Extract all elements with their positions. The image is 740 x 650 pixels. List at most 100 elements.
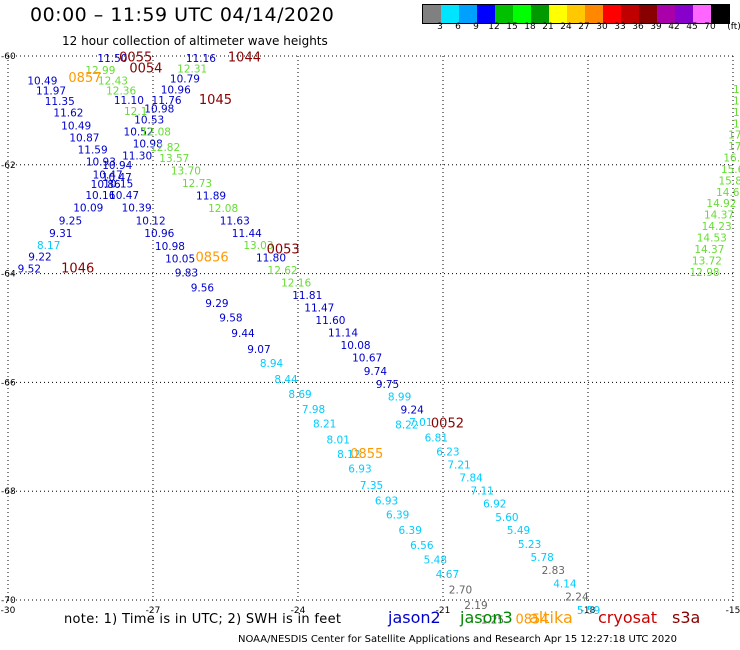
color-swatch [549,5,567,23]
longitude-tick-label: -18 [581,606,596,616]
longitude-tick-label: -30 [1,606,16,616]
page-title: 00:00 – 11:59 UTC 04/14/2020 [30,4,335,26]
pass-time-label: 0855 [350,447,383,462]
wave-height-label: 11.30 [122,150,152,162]
latitude-tick-label: -64 [1,270,16,280]
wave-height-label: 11.80 [256,253,286,265]
color-swatch [621,5,639,23]
color-scale-label: 15 [506,22,518,32]
wave-height-label: 6.81 [425,433,448,445]
wave-height-label: 11.62 [53,107,83,119]
color-scale-label: 6 [455,22,461,32]
wave-height-label: 8.94 [260,358,284,370]
wave-height-label: 12.1 [124,106,147,118]
color-scale-label: 18 [524,22,536,32]
wave-height-label: 6.93 [348,464,371,476]
pass-time-label: 1044 [228,50,261,65]
wave-height-label: 10.09 [73,203,103,215]
wave-height-label: 9.58 [219,312,242,324]
wave-height-label: 10.98 [144,104,174,116]
color-scale-label: 30 [596,22,608,32]
wave-height-label: 5.59 [577,605,600,617]
wave-height-label: 18. [733,118,740,130]
wave-height-label: 6.56 [410,540,434,552]
latitude-tick-label: -66 [1,378,16,388]
wave-height-label: 10.08 [341,340,371,352]
wave-height-label: 13.70 [171,166,201,178]
wave-height-label: 11.14 [328,328,358,340]
wave-height-label: 10.96 [161,85,191,97]
wave-height-label: 10.52 [124,126,154,138]
wave-height-label: 9.83 [175,267,198,279]
wave-height-label: 11.60 [315,315,345,327]
wave-height-label: 11.63 [220,216,250,228]
wave-height-label: 12.73 [182,178,212,190]
wave-height-label: 10.86 [91,179,121,191]
longitude-tick-label: -27 [146,606,161,616]
wave-height-label: 8.69 [288,389,311,401]
color-swatch [423,5,441,23]
wave-height-label: 12.31 [177,63,207,75]
wave-height-label: 9.24 [400,404,424,416]
wave-height-label: 6.92 [483,499,506,511]
wave-height-label: 14.92 [706,198,736,210]
wave-height-label: 12.16 [281,278,311,290]
wave-height-label: 11.76 [152,95,182,107]
wave-height-label: 8.12 [337,449,360,461]
wave-height-label: 8.99 [388,391,411,403]
wave-height-label: 10.15 [103,179,133,191]
satellite-label-s3a: s3a [672,608,701,627]
longitude-tick-label: -15 [726,606,740,616]
wave-height-label: 9.74 [364,366,388,378]
color-scale-label: (ft) [727,22,740,32]
wave-height-label: 11.44 [232,228,262,240]
wave-height-label: 1.25 [481,614,504,626]
color-swatch [603,5,621,23]
color-scale-label: 39 [650,22,662,32]
wave-height-label: 2.70 [449,584,472,596]
wave-height-label: 2.19 [464,600,487,612]
satellite-label-altika: altika [529,608,573,627]
latitude-tick-label: -70 [1,596,16,606]
wave-height-label: 7.98 [302,404,325,416]
color-swatch [675,5,693,23]
wave-height-label: 8.44 [274,374,298,386]
wave-height-label: 9.29 [205,298,228,310]
color-swatch [693,5,711,23]
pass-time-label: 0857 [68,71,101,86]
wave-height-label: 6.93 [375,495,398,507]
footer-credit: NOAA/NESDIS Center for Satellite Applica… [238,634,677,645]
wave-height-label: 14.53 [697,233,727,245]
wave-height-label: 9.25 [59,216,82,228]
wave-height-label: 9.56 [191,283,215,295]
color-swatch [585,5,603,23]
wave-height-label: 5.23 [518,539,541,551]
wave-height-label: 9.22 [28,252,51,264]
color-swatch [513,5,531,23]
longitude-tick-label: -24 [291,606,306,616]
longitude-tick-label: -21 [436,606,451,616]
color-scale-label: 36 [632,22,644,32]
wave-height-label: 14.68 [716,187,740,199]
wave-height-label: 2.24 [565,592,589,604]
wave-height-label: 7.01 [409,417,432,429]
wave-height-label: 11.89 [196,191,226,203]
color-scale-bar [422,4,730,24]
wave-height-label: 12.08 [208,203,238,215]
wave-height-label: 10.12 [136,216,166,228]
wave-height-label: 10.39 [122,203,152,215]
wave-height-label: 10.47 [109,190,139,202]
pass-time-label: 1045 [199,93,232,108]
pass-time-label: 0053 [267,242,300,257]
pass-time-label: 0854 [516,612,549,627]
color-scale-label: 42 [668,22,680,32]
latitude-tick-label: -60 [1,52,16,62]
wave-height-label: 9.31 [49,228,72,240]
color-swatch [459,5,477,23]
wave-height-label: 8.22 [395,420,418,432]
wave-height-label: 12.98 [690,267,720,279]
wave-height-label: 16. [733,107,740,119]
wave-height-label: 11.81 [292,290,322,302]
wave-height-label: 18. [733,95,740,107]
